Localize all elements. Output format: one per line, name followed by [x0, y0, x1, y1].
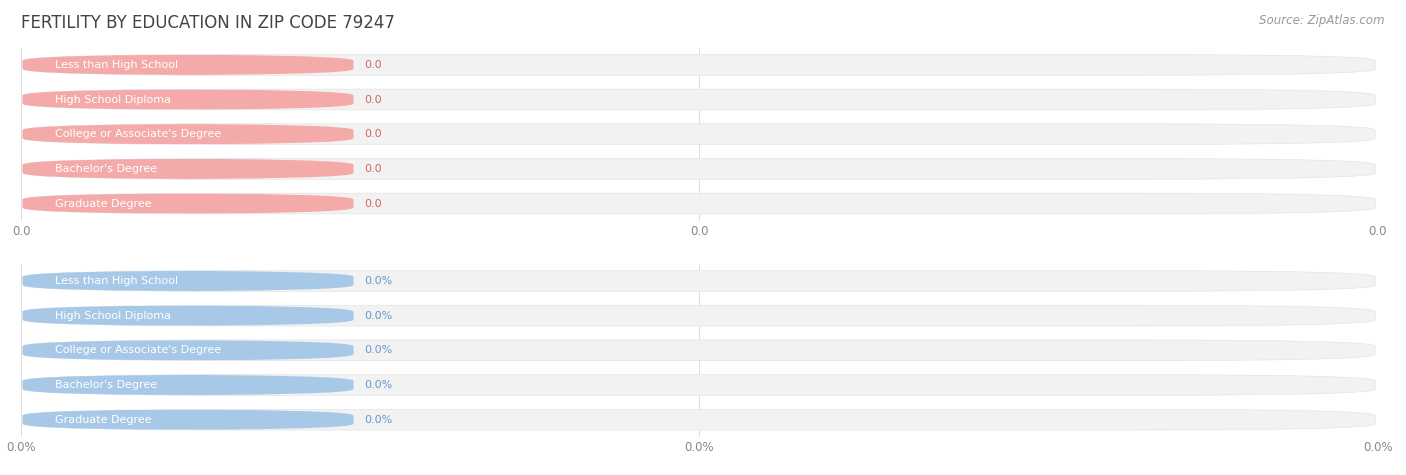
Text: Source: ZipAtlas.com: Source: ZipAtlas.com	[1260, 14, 1385, 27]
FancyBboxPatch shape	[22, 124, 353, 144]
Text: 0.0: 0.0	[364, 95, 382, 104]
FancyBboxPatch shape	[22, 89, 353, 110]
FancyBboxPatch shape	[24, 193, 1375, 214]
Text: Bachelor's Degree: Bachelor's Degree	[55, 380, 157, 390]
Text: 0.0%: 0.0%	[364, 415, 392, 425]
Text: Graduate Degree: Graduate Degree	[55, 199, 152, 209]
FancyBboxPatch shape	[24, 271, 1375, 291]
FancyBboxPatch shape	[24, 305, 1375, 326]
Text: 0.0%: 0.0%	[364, 380, 392, 390]
Text: Graduate Degree: Graduate Degree	[55, 415, 152, 425]
FancyBboxPatch shape	[22, 340, 353, 361]
Text: High School Diploma: High School Diploma	[55, 311, 172, 321]
Text: College or Associate's Degree: College or Associate's Degree	[55, 345, 221, 355]
FancyBboxPatch shape	[24, 340, 1375, 361]
FancyBboxPatch shape	[24, 409, 1375, 430]
Text: 0.0%: 0.0%	[364, 345, 392, 355]
FancyBboxPatch shape	[22, 271, 353, 291]
Text: 0.0: 0.0	[364, 199, 382, 209]
Text: 0.0%: 0.0%	[364, 311, 392, 321]
FancyBboxPatch shape	[22, 55, 353, 75]
FancyBboxPatch shape	[22, 193, 353, 214]
FancyBboxPatch shape	[24, 89, 1375, 110]
Text: 0.0%: 0.0%	[364, 276, 392, 286]
FancyBboxPatch shape	[22, 375, 353, 395]
Text: Bachelor's Degree: Bachelor's Degree	[55, 164, 157, 174]
FancyBboxPatch shape	[24, 159, 1375, 179]
Text: Less than High School: Less than High School	[55, 276, 179, 286]
FancyBboxPatch shape	[22, 409, 353, 430]
FancyBboxPatch shape	[24, 55, 1375, 75]
FancyBboxPatch shape	[22, 305, 353, 326]
Text: Less than High School: Less than High School	[55, 60, 179, 70]
FancyBboxPatch shape	[24, 124, 1375, 144]
Text: High School Diploma: High School Diploma	[55, 95, 172, 104]
Text: 0.0: 0.0	[364, 164, 382, 174]
Text: 0.0: 0.0	[364, 60, 382, 70]
Text: College or Associate's Degree: College or Associate's Degree	[55, 129, 221, 139]
FancyBboxPatch shape	[22, 159, 353, 179]
Text: 0.0: 0.0	[364, 129, 382, 139]
Text: FERTILITY BY EDUCATION IN ZIP CODE 79247: FERTILITY BY EDUCATION IN ZIP CODE 79247	[21, 14, 395, 32]
FancyBboxPatch shape	[24, 375, 1375, 395]
